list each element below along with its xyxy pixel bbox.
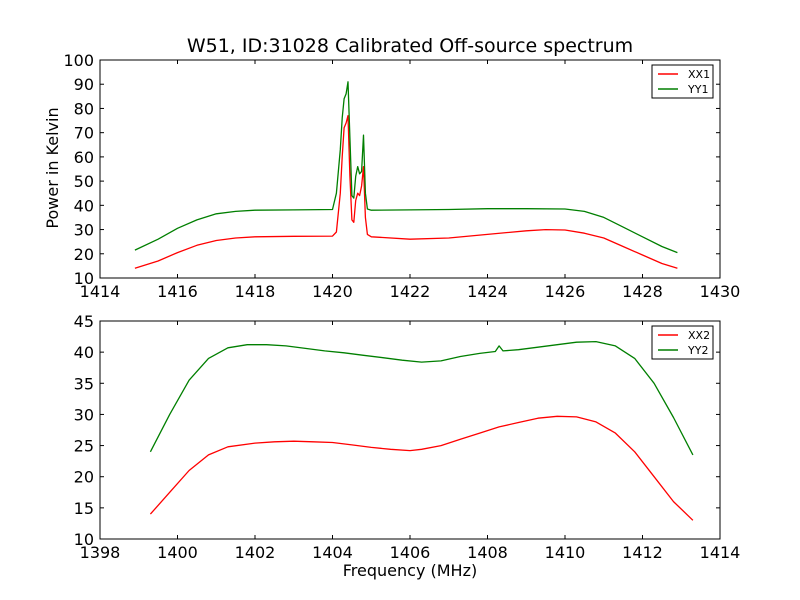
ticks-layer: 1398 1400 1402 1404 1406 1408 1410 1412 1414 10 15…: [74, 312, 741, 562]
x-axis-label: Frequency (MHz): [343, 561, 477, 580]
y-tick-label: 45: [74, 312, 94, 331]
y-tick-label: 90: [74, 75, 94, 94]
x-tick-label: 1430: [700, 282, 741, 301]
legend-label-yy2: YY2: [687, 344, 708, 357]
x-tick-label: 1404: [312, 543, 353, 562]
y-tick-label: 60: [74, 148, 94, 167]
legend: XX1 YY1: [651, 64, 714, 99]
series-line-xx1: [134, 115, 678, 269]
legend-label-xx1: XX1: [688, 68, 710, 81]
y-tick-label: 20: [74, 468, 94, 487]
plot-frame: [99, 59, 721, 279]
x-tick-label: 1414: [80, 282, 121, 301]
series-line-yy1: [134, 81, 678, 254]
y-axis-label: Power in Kelvin: [43, 107, 62, 228]
series-line-yy2: [149, 340, 694, 456]
x-tick-label: 1424: [467, 282, 508, 301]
x-tick-label: 1408: [467, 543, 508, 562]
plot-frame: [99, 320, 721, 540]
x-tick-label: 1402: [235, 543, 276, 562]
chart-bottom: Frequency (MHz) 1398 1400 1402 1404 1406 1408…: [74, 312, 741, 580]
series-line-xx2: [149, 415, 694, 521]
y-tick-label: 70: [74, 124, 94, 143]
y-tick-label: 35: [74, 374, 94, 393]
y-tick-label: 15: [74, 499, 94, 518]
y-tick-label: 40: [74, 343, 94, 362]
x-tick-label: 1426: [545, 282, 586, 301]
x-tick-label: 1406: [390, 543, 431, 562]
legend-label-yy1: YY1: [687, 83, 708, 96]
y-tick-label: 100: [63, 51, 94, 70]
legend-label-xx2: XX2: [688, 329, 710, 342]
x-tick-label: 1418: [235, 282, 276, 301]
y-tick-label: 30: [74, 405, 94, 424]
x-tick-label: 1428: [622, 282, 663, 301]
x-tick-label: 1416: [157, 282, 198, 301]
y-tick-label: 25: [74, 437, 94, 456]
chart-title: W51, ID:31028 Calibrated Off-source spec…: [187, 35, 633, 57]
x-tick-label: 1420: [312, 282, 353, 301]
series-layer: [134, 81, 678, 269]
ticks-layer: 1414 1416 1418 1420 1422 1424 1426 1428 1430 10 20…: [63, 51, 740, 301]
x-tick-label: 1398: [80, 543, 121, 562]
legend: XX2 YY2: [651, 325, 714, 360]
x-tick-label: 1414: [700, 543, 741, 562]
y-tick-label: 10: [74, 530, 94, 549]
y-tick-label: 40: [74, 196, 94, 215]
chart-top: W51, ID:31028 Calibrated Off-source spec…: [43, 35, 740, 301]
series-layer: [149, 340, 694, 521]
legend-box: [651, 325, 714, 360]
y-tick-label: 50: [74, 172, 94, 191]
x-tick-label: 1422: [390, 282, 431, 301]
y-tick-label: 30: [74, 221, 94, 240]
legend-box: [651, 64, 714, 99]
y-tick-label: 10: [74, 269, 94, 288]
x-tick-label: 1410: [545, 543, 586, 562]
x-tick-label: 1412: [622, 543, 663, 562]
y-tick-label: 80: [74, 99, 94, 118]
x-tick-label: 1400: [157, 543, 198, 562]
y-tick-label: 20: [74, 245, 94, 264]
